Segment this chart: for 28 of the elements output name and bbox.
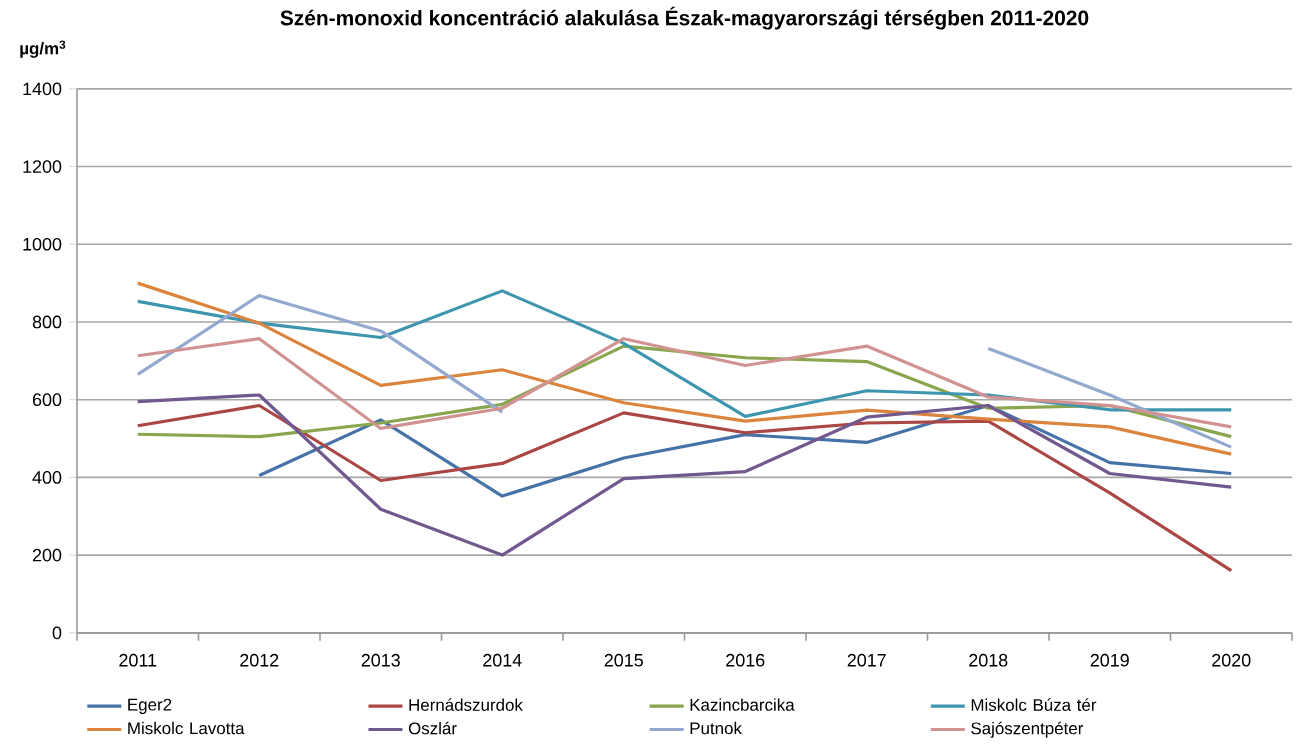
y-tick-label: 200 xyxy=(32,548,62,562)
y-tick-label: 1200 xyxy=(23,160,62,173)
x-tick-label: 2013 xyxy=(361,653,400,667)
y-tick-label: 0 xyxy=(52,626,62,640)
chart-title: Szén-monoxid koncentráció alakulása Észak-magyarországi térségben 2011-2020 xyxy=(280,6,1089,30)
legend-label: Miskolc Lavotta xyxy=(128,721,245,735)
legend-label: Miskolc Búza tér xyxy=(971,698,1097,712)
x-tick-label: 2019 xyxy=(1090,653,1129,667)
legend-label: Sajószentpéter xyxy=(971,721,1084,738)
x-tick-label: 2015 xyxy=(604,653,643,667)
y-tick-label: 600 xyxy=(32,393,62,407)
x-tick-label: 2012 xyxy=(240,653,279,667)
x-tick-label: 2016 xyxy=(726,653,765,667)
legend-label: Kazincbarcika xyxy=(690,698,795,711)
x-tick-label: 2020 xyxy=(1212,653,1251,667)
x-tick-label: 2011 xyxy=(119,653,157,667)
legend-label: Oszlár xyxy=(408,721,457,735)
y-axis-title: µg/m$^{3}$ xyxy=(20,40,66,58)
y-tick-label: 800 xyxy=(32,315,62,329)
legend-label: Putnok xyxy=(690,721,742,735)
x-tick-label: 2014 xyxy=(483,653,522,667)
legend-label: Eger2 xyxy=(128,698,172,715)
x-tick-label: 2018 xyxy=(969,653,1008,667)
y-tick-label: 400 xyxy=(32,471,62,484)
x-tick-label: 2017 xyxy=(847,653,886,667)
y-tick-label: 1000 xyxy=(23,237,62,251)
legend-label: Hernádszurdok xyxy=(409,698,523,712)
y-tick-label: 1400 xyxy=(23,82,62,96)
